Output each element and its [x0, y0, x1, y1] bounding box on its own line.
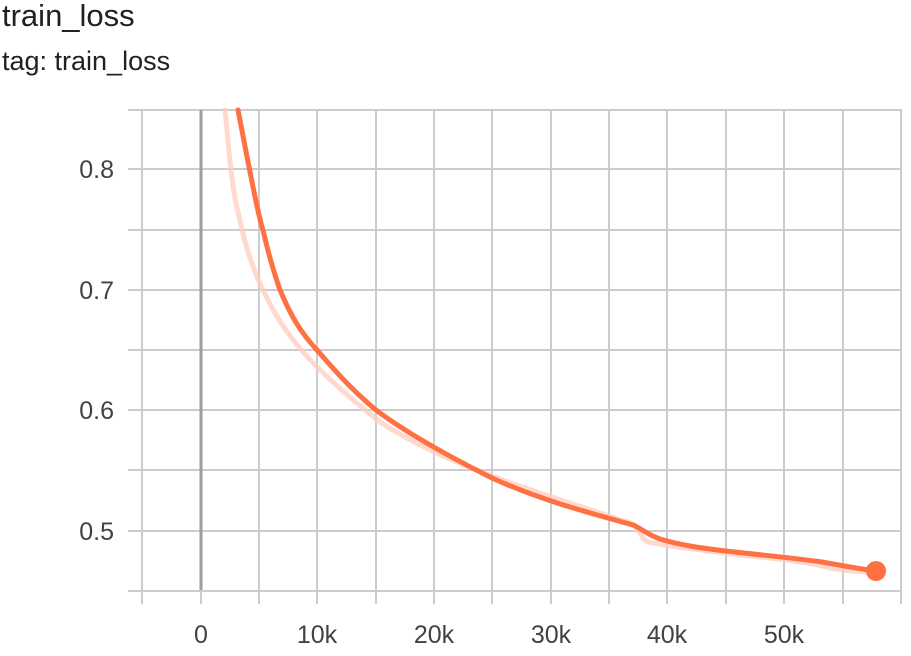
y-tick-label: 0.7 — [79, 277, 114, 305]
y-tick-label: 0.5 — [79, 518, 114, 546]
y-axis-ticks: 0.8 0.7 0.6 0.5 — [79, 156, 114, 546]
y-tick-label: 0.6 — [79, 397, 114, 425]
smoothed-series-line — [235, 107, 879, 574]
chart-tag: tag: train_loss — [2, 46, 171, 76]
x-tick-label: 0 — [194, 621, 208, 649]
chart-title: train_loss — [2, 0, 135, 33]
grid — [128, 109, 902, 604]
x-axis-ticks: 0 10k 20k 30k 40k 50k — [194, 621, 805, 649]
x-tick-label: 20k — [414, 621, 455, 649]
last-point-marker[interactable] — [866, 561, 886, 581]
x-tick-label: 10k — [297, 621, 338, 649]
x-tick-label: 40k — [647, 621, 688, 649]
x-tick-label: 50k — [764, 621, 805, 649]
y-tick-label: 0.8 — [79, 156, 114, 184]
x-tick-label: 30k — [531, 621, 572, 649]
